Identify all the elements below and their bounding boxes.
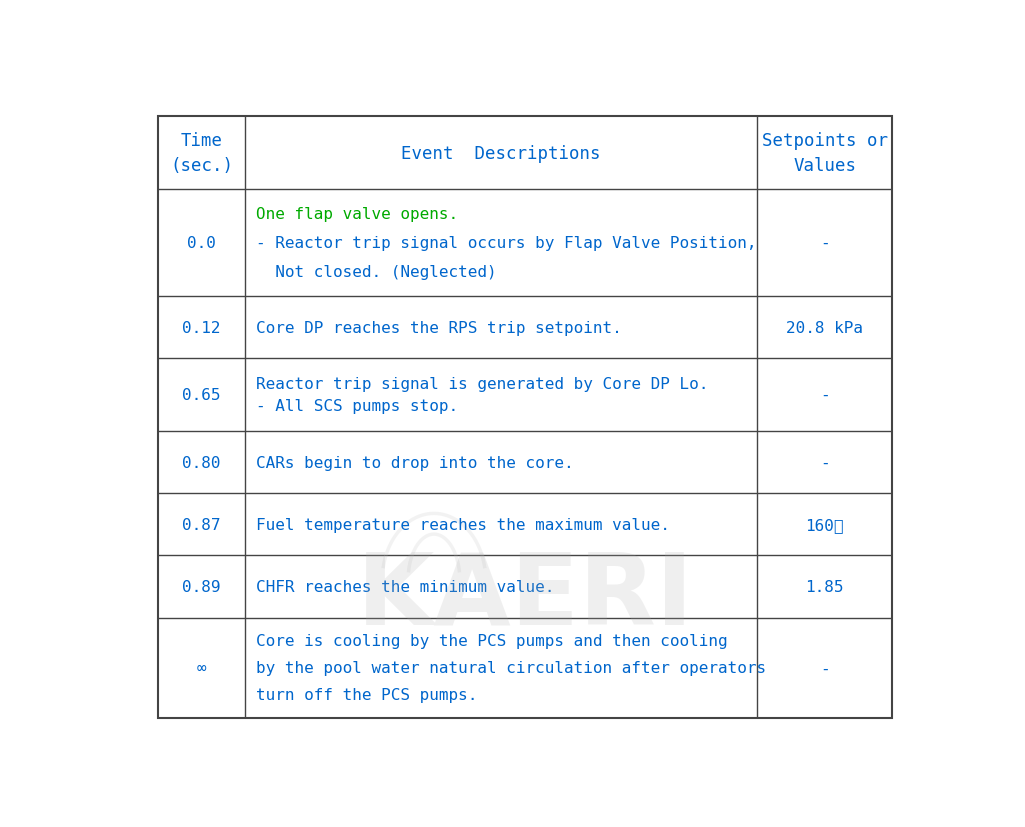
Text: Core DP reaches the RPS trip setpoint.: Core DP reaches the RPS trip setpoint. (256, 320, 622, 335)
Text: ∞: ∞ (197, 661, 206, 676)
Text: 20.8 kPa: 20.8 kPa (786, 320, 863, 335)
Text: -: - (820, 455, 829, 470)
Text: Setpoints or
Values: Setpoints or Values (762, 131, 888, 174)
Text: Event  Descriptions: Event Descriptions (402, 145, 601, 162)
Text: 0.12: 0.12 (182, 320, 220, 335)
Text: Time
(sec.): Time (sec.) (170, 131, 233, 174)
Text: 1.85: 1.85 (806, 580, 844, 595)
Text: -: - (820, 236, 829, 251)
Text: Reactor trip signal is generated by Core DP Lo.: Reactor trip signal is generated by Core… (256, 377, 708, 392)
Text: One flap valve opens.: One flap valve opens. (256, 207, 458, 222)
Text: by the pool water natural circulation after operators: by the pool water natural circulation af… (256, 661, 766, 676)
Text: turn off the PCS pumps.: turn off the PCS pumps. (256, 688, 478, 703)
Text: 160℃: 160℃ (806, 517, 844, 533)
Text: - All SCS pumps stop.: - All SCS pumps stop. (256, 399, 458, 414)
Text: 0.65: 0.65 (182, 388, 220, 403)
Text: -: - (820, 388, 829, 403)
Text: 0.89: 0.89 (182, 580, 220, 595)
Text: 0.87: 0.87 (182, 517, 220, 533)
Text: -: - (820, 661, 829, 676)
Text: 0.0: 0.0 (188, 236, 216, 251)
Text: - Reactor trip signal occurs by Flap Valve Position,: - Reactor trip signal occurs by Flap Val… (256, 236, 756, 251)
Text: Core is cooling by the PCS pumps and then cooling: Core is cooling by the PCS pumps and the… (256, 633, 728, 648)
Text: 0.80: 0.80 (182, 455, 220, 470)
Text: Fuel temperature reaches the maximum value.: Fuel temperature reaches the maximum val… (256, 517, 669, 533)
Text: Not closed. (Neglected): Not closed. (Neglected) (256, 265, 496, 280)
Text: CARs begin to drop into the core.: CARs begin to drop into the core. (256, 455, 574, 470)
Text: KAERI: KAERI (357, 547, 694, 644)
Text: CHFR reaches the minimum value.: CHFR reaches the minimum value. (256, 580, 555, 595)
